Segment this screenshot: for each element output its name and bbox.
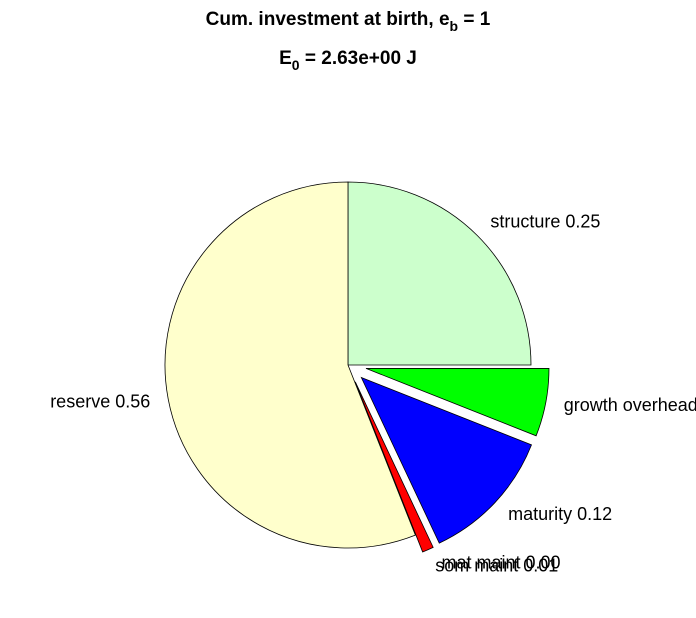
- subtitle-sub: 0: [292, 57, 300, 73]
- slice-label: maturity 0.12: [508, 504, 612, 524]
- title-sub: b: [450, 18, 459, 34]
- pie-slice: [164, 181, 416, 549]
- title-rest: = 1: [458, 9, 491, 30]
- chart-subtitle: E0 = 2.63e+00 J: [279, 48, 417, 73]
- subtitle-rest: = 2.63e+00 J: [300, 48, 417, 69]
- subtitle-text: E: [279, 48, 292, 69]
- slice-label: growth overhead 0.06: [564, 395, 696, 415]
- pie-slice: [360, 376, 533, 544]
- slice-label: reserve 0.56: [50, 391, 150, 411]
- slice-label: som maint 0.01: [435, 555, 558, 575]
- chart-title: Cum. investment at birth, eb = 1: [206, 9, 491, 34]
- slice-label: mat maint 0.00: [442, 552, 561, 572]
- pie-slice: [365, 368, 550, 437]
- pie-slice: [354, 381, 434, 553]
- title-text: Cum. investment at birth, e: [206, 9, 450, 30]
- pie-slice: [347, 181, 532, 366]
- slice-label: structure 0.25: [490, 211, 600, 231]
